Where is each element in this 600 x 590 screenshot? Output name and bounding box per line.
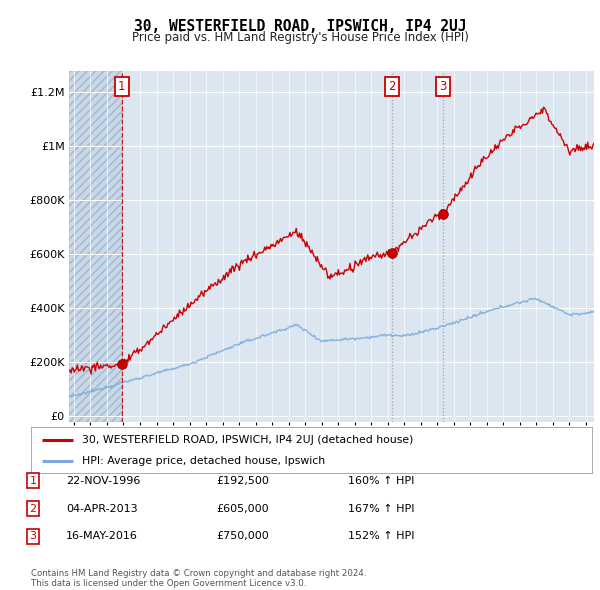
Text: 167% ↑ HPI: 167% ↑ HPI: [348, 504, 415, 513]
Text: 30, WESTERFIELD ROAD, IPSWICH, IP4 2UJ: 30, WESTERFIELD ROAD, IPSWICH, IP4 2UJ: [134, 19, 466, 34]
Text: 30, WESTERFIELD ROAD, IPSWICH, IP4 2UJ (detached house): 30, WESTERFIELD ROAD, IPSWICH, IP4 2UJ (…: [82, 435, 413, 445]
Text: 3: 3: [29, 532, 37, 541]
Text: £192,500: £192,500: [216, 476, 269, 486]
Text: Contains HM Land Registry data © Crown copyright and database right 2024.
This d: Contains HM Land Registry data © Crown c…: [31, 569, 367, 588]
Bar: [69, 71, 124, 422]
Text: 04-APR-2013: 04-APR-2013: [66, 504, 137, 513]
Text: 3: 3: [440, 80, 447, 93]
Text: Price paid vs. HM Land Registry's House Price Index (HPI): Price paid vs. HM Land Registry's House …: [131, 31, 469, 44]
Text: 152% ↑ HPI: 152% ↑ HPI: [348, 532, 415, 541]
Text: 1: 1: [29, 476, 37, 486]
Text: 2: 2: [29, 504, 37, 513]
Text: 16-MAY-2016: 16-MAY-2016: [66, 532, 138, 541]
Text: 22-NOV-1996: 22-NOV-1996: [66, 476, 140, 486]
Text: 2: 2: [388, 80, 395, 93]
Text: £605,000: £605,000: [216, 504, 269, 513]
Text: £750,000: £750,000: [216, 532, 269, 541]
Text: 1: 1: [118, 80, 125, 93]
Text: HPI: Average price, detached house, Ipswich: HPI: Average price, detached house, Ipsw…: [82, 455, 325, 466]
Text: 160% ↑ HPI: 160% ↑ HPI: [348, 476, 415, 486]
